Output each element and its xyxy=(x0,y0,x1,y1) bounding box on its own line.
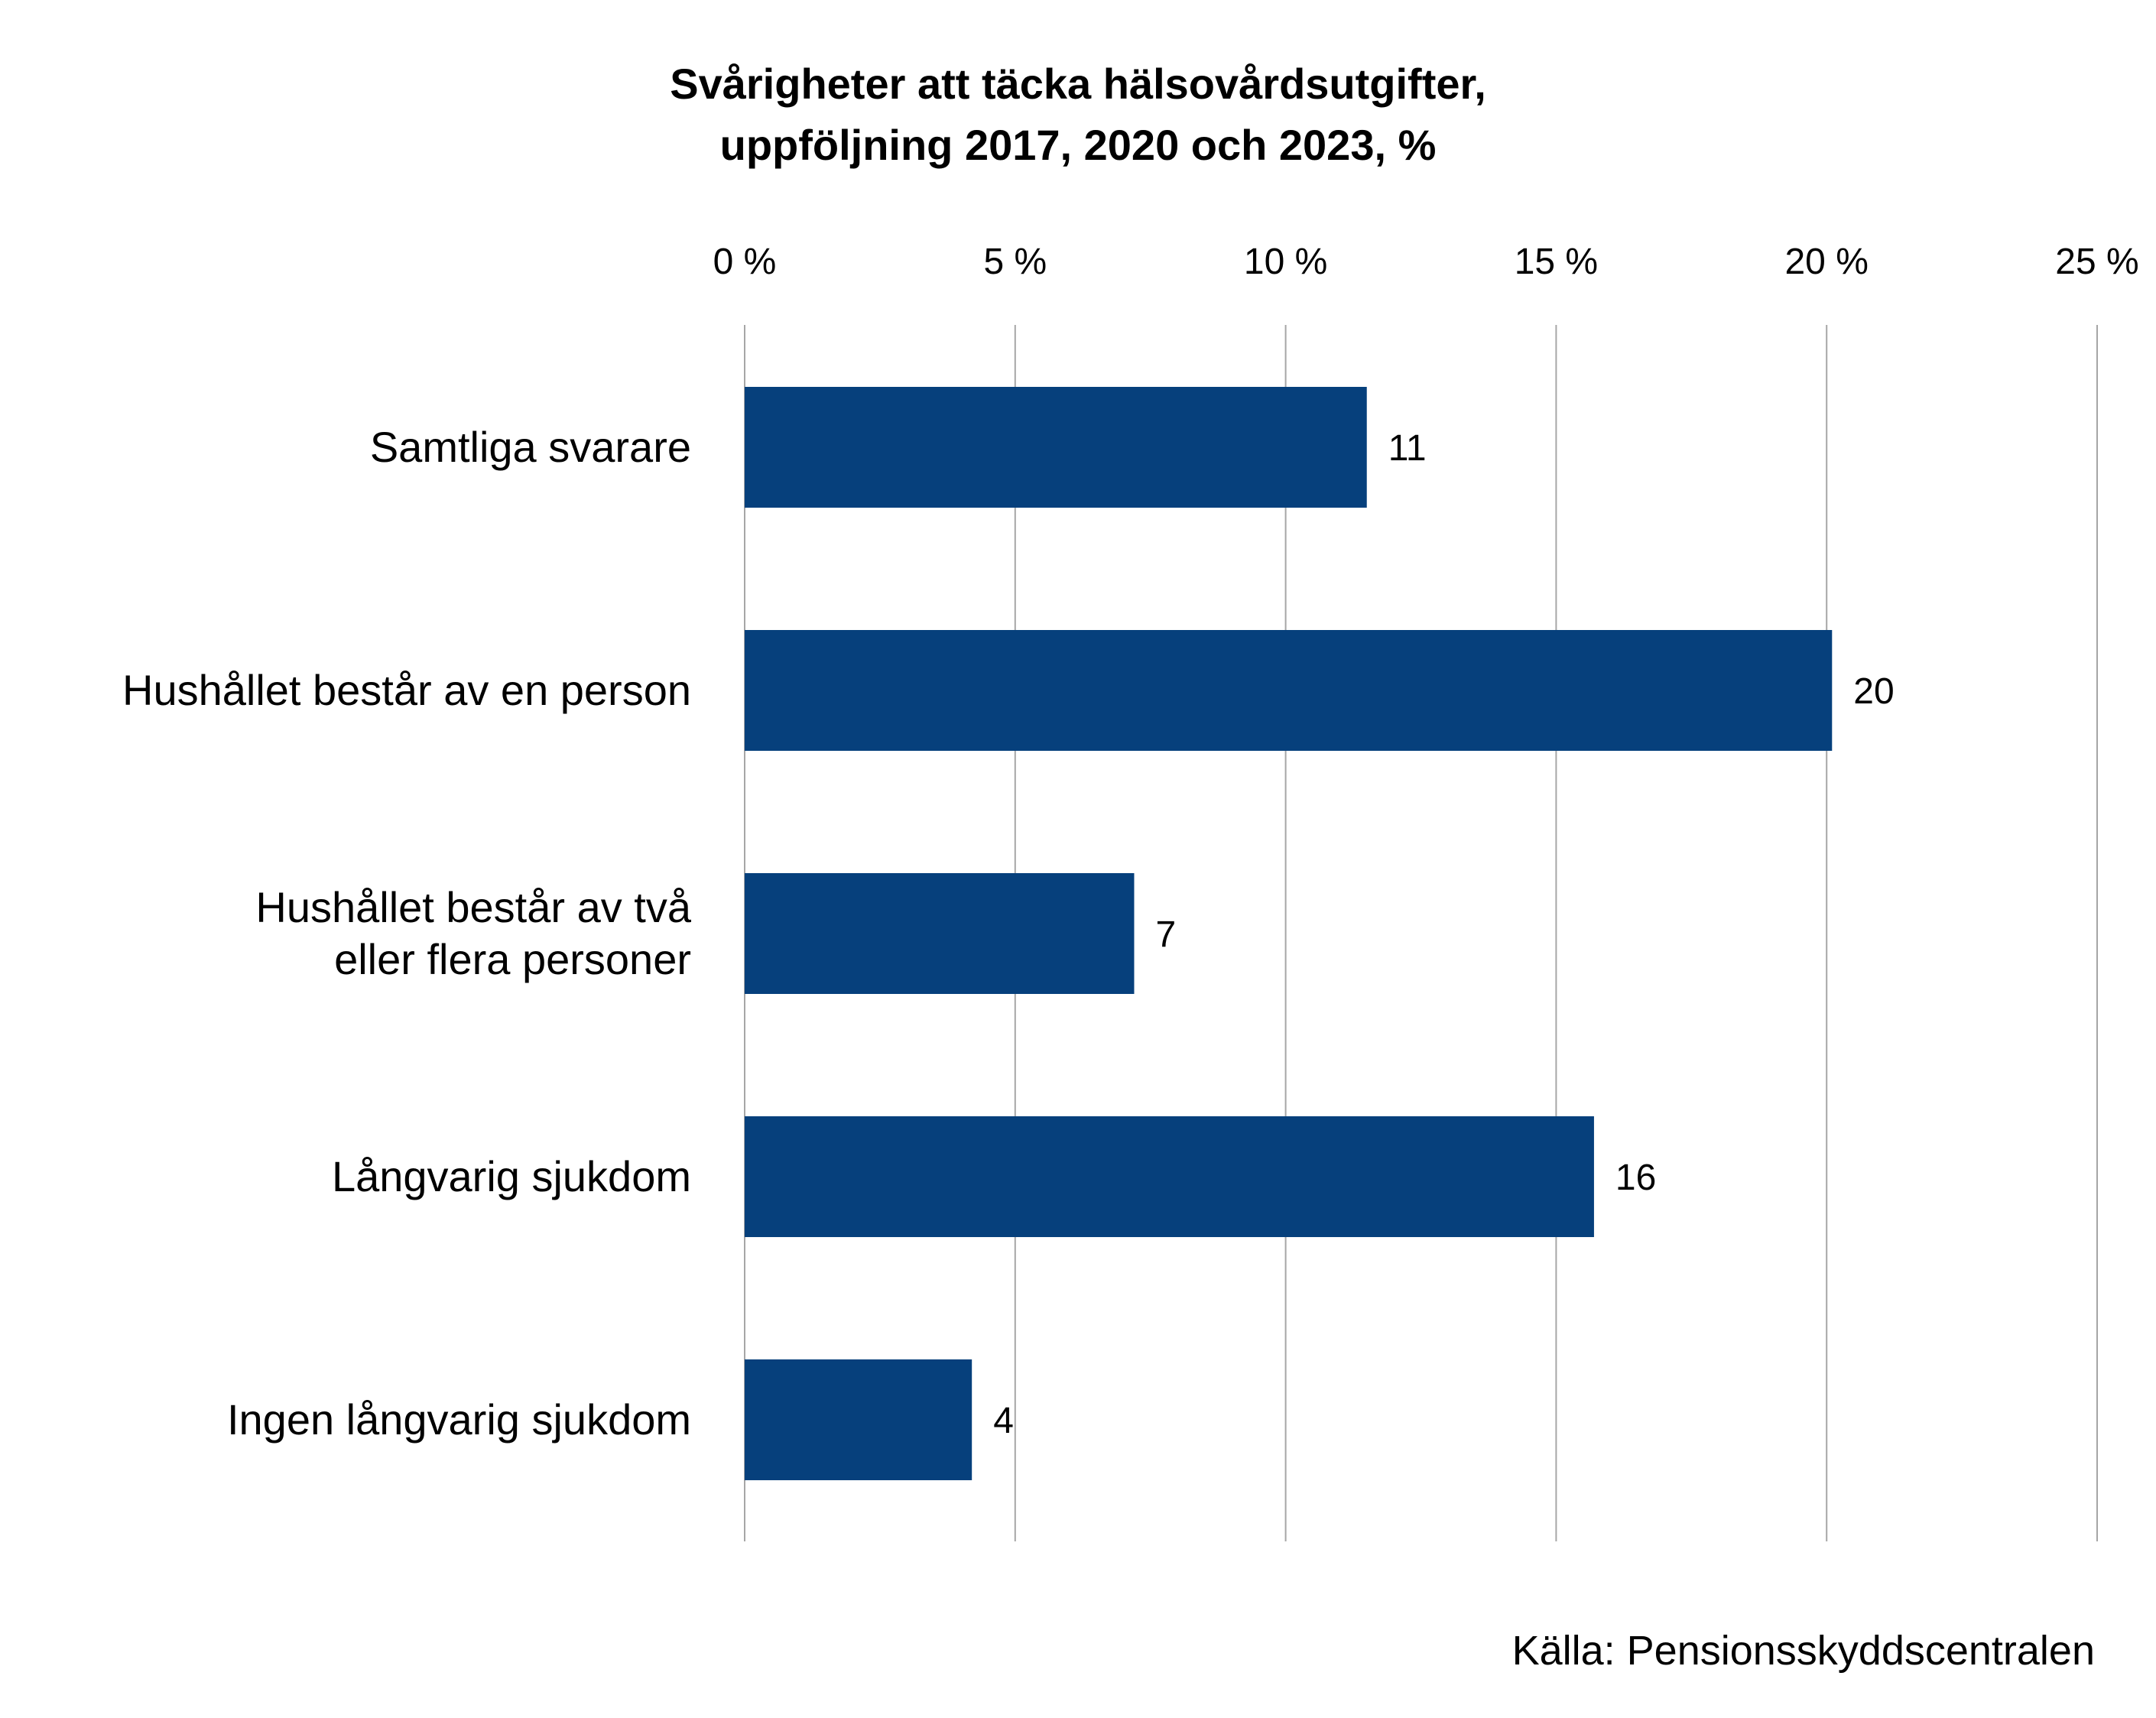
source-note: Källa: Pensionsskyddscentralen xyxy=(1511,1628,2095,1674)
tick-label: 20 % xyxy=(1784,242,1868,282)
data-label: 16 xyxy=(1615,1158,1656,1198)
tick-label: 15 % xyxy=(1515,242,1598,282)
bar xyxy=(745,387,1367,508)
chart-title-line-1: Svårigheter att täcka hälsovårdsutgifter… xyxy=(670,60,1486,108)
bar xyxy=(745,1116,1594,1237)
tick-label: 25 % xyxy=(2055,242,2138,282)
tick-label: 10 % xyxy=(1244,242,1327,282)
data-label: 4 xyxy=(993,1401,1014,1441)
category-label: Samtliga svarare xyxy=(370,423,691,471)
tick-label: 5 % xyxy=(983,242,1047,282)
category-label: Hushållet består av en person xyxy=(122,666,691,714)
category-label: Långvarig sjukdom xyxy=(332,1152,691,1200)
bar xyxy=(745,1359,972,1480)
data-label: 11 xyxy=(1388,428,1427,469)
bar xyxy=(745,630,1833,751)
chart-title: Svårigheter att täcka hälsovårdsutgifter… xyxy=(0,54,2156,176)
category-label: Ingen långvarig sjukdom xyxy=(227,1395,691,1444)
data-label: 20 xyxy=(1853,671,1894,712)
bar xyxy=(745,873,1135,994)
tick-label: 0 % xyxy=(713,242,777,282)
data-label: 7 xyxy=(1155,914,1176,955)
category-label: eller flera personer xyxy=(334,935,691,983)
category-label: Hushållet består av två xyxy=(255,883,691,931)
chart-title-line-2: uppföljning 2017, 2020 och 2023, % xyxy=(719,121,1437,169)
